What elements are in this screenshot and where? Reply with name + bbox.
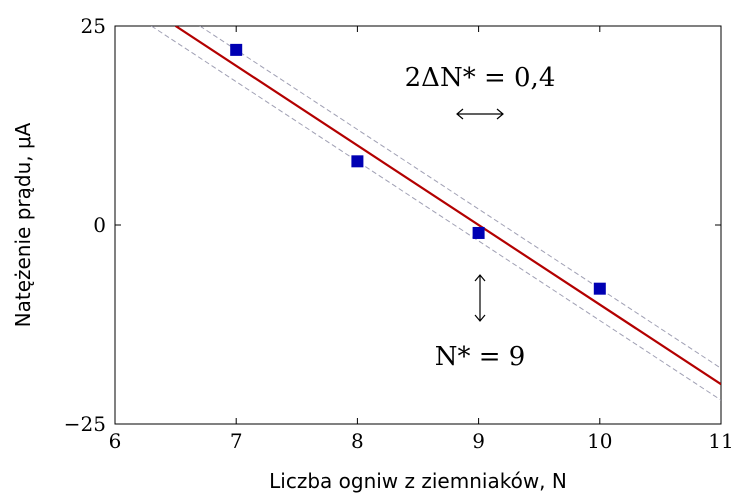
x-tick-label: 6 [109, 429, 122, 453]
nstar-annotation: N* = 9 [435, 342, 526, 372]
fit-line [174, 26, 721, 386]
horizontal-double-arrow [456, 108, 504, 120]
y-tick-label: 0 [93, 213, 106, 237]
y-axis-label: Natężenie prądu, μA [11, 122, 35, 327]
uncertainty-band-line [151, 26, 721, 401]
series [151, 26, 721, 401]
annotations: 2ΔN* = 0,4 N* = 9 [405, 63, 556, 372]
x-tick-label: 10 [587, 429, 612, 453]
x-axis-label: Liczba ogniw z ziemniaków, N [269, 469, 567, 493]
ticks [114, 25, 722, 425]
data-point [230, 43, 243, 56]
data-point [351, 155, 364, 168]
x-tick-label: 9 [472, 429, 485, 453]
width-annotation: 2ΔN* = 0,4 [405, 63, 556, 93]
x-tick-label: 8 [351, 429, 364, 453]
y-tick-label: −25 [64, 412, 106, 436]
vertical-double-arrow [474, 274, 486, 322]
tick-labels: 6 7 8 9 10 11 −25 0 25 [64, 14, 734, 453]
data-point [472, 226, 485, 239]
y-tick-label: 25 [81, 14, 106, 38]
data-point [593, 282, 606, 295]
x-tick-label: 7 [230, 429, 243, 453]
x-tick-label: 11 [708, 429, 733, 453]
